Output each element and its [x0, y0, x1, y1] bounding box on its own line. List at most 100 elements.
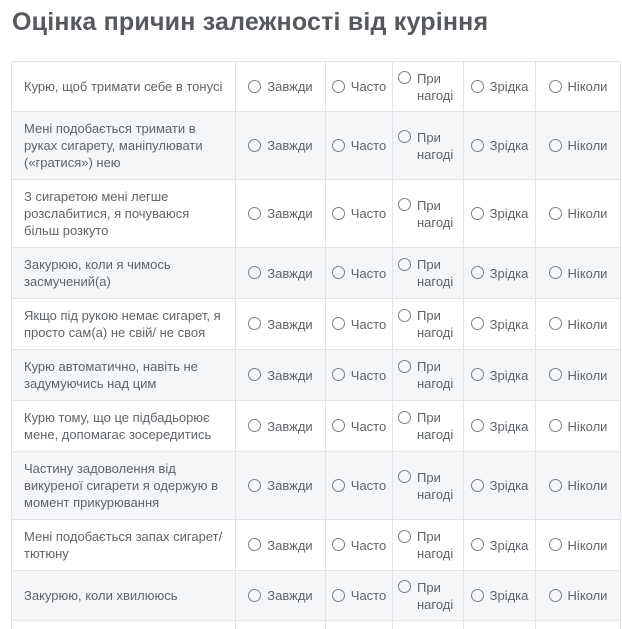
radio-button-icon[interactable] [470, 79, 484, 93]
radio-button-icon[interactable] [248, 79, 262, 93]
radio-button-icon[interactable] [331, 317, 345, 330]
radio-button-icon[interactable] [548, 317, 562, 330]
radio-button-icon[interactable] [548, 266, 562, 279]
radio-button-icon[interactable] [331, 368, 345, 381]
radio-button-icon[interactable] [331, 588, 345, 602]
radio-button-icon[interactable] [398, 71, 411, 84]
radio-option[interactable]: Часто [331, 316, 386, 333]
radio-button-icon[interactable] [331, 138, 345, 152]
radio-button-icon[interactable] [398, 529, 411, 543]
radio-option[interactable]: Завжди [248, 205, 313, 222]
radio-button-icon[interactable] [331, 478, 345, 492]
radio-button-icon[interactable] [248, 138, 262, 152]
radio-button-icon[interactable] [248, 266, 262, 279]
radio-button-icon[interactable] [398, 257, 411, 271]
radio-button-icon[interactable] [331, 419, 345, 432]
radio-option[interactable]: При нагоді [398, 70, 458, 104]
radio-button-icon[interactable] [248, 368, 262, 381]
radio-button-icon[interactable] [398, 308, 411, 322]
radio-button-icon[interactable] [470, 317, 484, 330]
radio-option[interactable]: При нагоді [398, 409, 458, 443]
radio-option[interactable]: Ніколи [548, 587, 607, 604]
radio-option[interactable]: Завжди [248, 587, 313, 604]
radio-button-icon[interactable] [331, 266, 345, 279]
radio-button-icon[interactable] [331, 538, 345, 551]
radio-button-icon[interactable] [331, 206, 345, 220]
radio-option[interactable]: Зрідка [470, 205, 528, 222]
radio-button-icon[interactable] [331, 79, 345, 93]
radio-option[interactable]: Часто [331, 477, 386, 494]
radio-option[interactable]: Ніколи [548, 316, 607, 333]
radio-button-icon[interactable] [548, 79, 562, 93]
radio-button-icon[interactable] [398, 580, 411, 593]
radio-option[interactable]: Ніколи [548, 205, 607, 222]
radio-option[interactable]: При нагоді [398, 579, 458, 613]
radio-option[interactable]: Завжди [248, 316, 313, 333]
radio-option[interactable]: Зрідка [470, 418, 528, 435]
radio-option[interactable]: Завжди [248, 418, 313, 435]
radio-option[interactable]: Завжди [248, 367, 313, 384]
radio-option[interactable]: Ніколи [548, 265, 607, 282]
radio-option[interactable]: При нагоді [398, 307, 458, 341]
radio-button-icon[interactable] [470, 538, 484, 551]
radio-option[interactable]: Часто [331, 367, 386, 384]
radio-option[interactable]: Ніколи [548, 537, 607, 554]
radio-option[interactable]: Зрідка [470, 477, 528, 494]
radio-button-icon[interactable] [470, 266, 484, 279]
radio-button-icon[interactable] [398, 198, 411, 211]
radio-option[interactable]: Завжди [248, 137, 313, 154]
radio-option[interactable]: Зрідка [470, 537, 528, 554]
radio-button-icon[interactable] [470, 478, 484, 492]
radio-option[interactable]: Завжди [248, 265, 313, 282]
radio-option[interactable]: При нагоді [398, 197, 458, 231]
radio-option[interactable]: Ніколи [548, 137, 607, 154]
radio-button-icon[interactable] [470, 138, 484, 152]
radio-option[interactable]: Ніколи [548, 477, 607, 494]
radio-button-icon[interactable] [548, 538, 562, 551]
radio-option[interactable]: Ніколи [548, 78, 607, 95]
radio-option[interactable]: Зрідка [470, 265, 528, 282]
radio-option[interactable]: При нагоді [398, 358, 458, 392]
radio-button-icon[interactable] [398, 470, 411, 483]
radio-option[interactable]: Часто [331, 205, 386, 222]
radio-option[interactable]: Зрідка [470, 587, 528, 604]
radio-option[interactable]: Часто [331, 537, 386, 554]
radio-button-icon[interactable] [548, 478, 562, 492]
radio-option[interactable]: Завжди [248, 477, 313, 494]
radio-option[interactable]: Завжди [248, 78, 313, 95]
radio-option[interactable]: Часто [331, 137, 386, 154]
radio-button-icon[interactable] [248, 478, 262, 492]
radio-option[interactable]: Зрідка [470, 78, 528, 95]
radio-button-icon[interactable] [248, 588, 262, 602]
radio-option[interactable]: Завжди [248, 537, 313, 554]
radio-button-icon[interactable] [398, 359, 411, 373]
radio-button-icon[interactable] [248, 419, 262, 432]
radio-option[interactable]: Часто [331, 418, 386, 435]
radio-button-icon[interactable] [248, 317, 262, 330]
radio-option[interactable]: При нагоді [398, 256, 458, 290]
radio-option[interactable]: Ніколи [548, 418, 607, 435]
radio-option[interactable]: При нагоді [398, 469, 458, 503]
radio-option[interactable]: Часто [331, 78, 386, 95]
radio-option[interactable]: Часто [331, 265, 386, 282]
radio-button-icon[interactable] [548, 588, 562, 602]
radio-button-icon[interactable] [398, 410, 411, 424]
radio-option[interactable]: При нагоді [398, 129, 458, 163]
radio-option[interactable]: Ніколи [548, 367, 607, 384]
radio-button-icon[interactable] [470, 206, 484, 220]
radio-button-icon[interactable] [398, 130, 411, 143]
radio-button-icon[interactable] [470, 588, 484, 602]
radio-button-icon[interactable] [548, 138, 562, 152]
radio-option[interactable]: Зрідка [470, 137, 528, 154]
radio-button-icon[interactable] [470, 368, 484, 381]
radio-button-icon[interactable] [470, 419, 484, 432]
radio-button-icon[interactable] [248, 538, 262, 551]
radio-option[interactable]: Зрідка [470, 367, 528, 384]
radio-option[interactable]: Часто [331, 587, 386, 604]
radio-button-icon[interactable] [248, 206, 262, 220]
radio-button-icon[interactable] [548, 368, 562, 381]
radio-option[interactable]: При нагоді [398, 528, 458, 562]
radio-button-icon[interactable] [548, 206, 562, 220]
radio-button-icon[interactable] [548, 419, 562, 432]
radio-option[interactable]: Зрідка [470, 316, 528, 333]
